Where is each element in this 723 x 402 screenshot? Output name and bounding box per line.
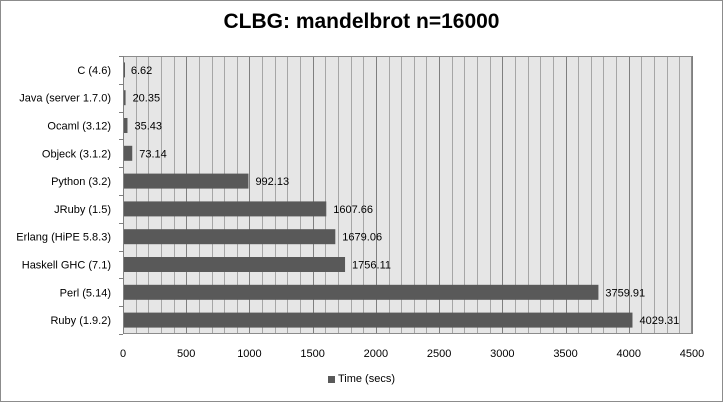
category-label: Haskell GHC (7.1): [22, 260, 111, 272]
x-tick-label: 1000: [237, 348, 261, 360]
x-tick-label: 1500: [300, 348, 324, 360]
data-label: 992.13: [255, 176, 289, 188]
x-tick-label: 3500: [553, 348, 577, 360]
legend: Time (secs): [0, 373, 723, 385]
category-label: Erlang (HiPE 5.8.3): [16, 232, 111, 244]
bar: [124, 257, 346, 272]
x-tick-label: 0: [120, 348, 126, 360]
bar: [124, 62, 125, 78]
category-label: Perl (5.14): [60, 287, 111, 299]
data-label: 6.62: [131, 65, 152, 77]
bar: [124, 201, 327, 217]
x-tick-label: 4500: [680, 348, 704, 360]
data-label: 1607.66: [333, 204, 373, 216]
category-label: Python (3.2): [51, 176, 111, 188]
x-tick-label: 4000: [617, 348, 641, 360]
bar: [124, 173, 249, 189]
x-tick-label: 500: [177, 348, 195, 360]
category-label: Ruby (1.9.2): [50, 315, 111, 327]
category-label: C (4.6): [77, 65, 111, 77]
category-label: JRuby (1.5): [54, 204, 111, 216]
legend-label: Time (secs): [337, 373, 396, 385]
data-label: 35.43: [134, 121, 162, 133]
data-label: 3759.91: [605, 287, 645, 299]
data-label: 1756.11: [352, 260, 391, 272]
x-tick-label: 2500: [427, 348, 451, 360]
legend-swatch: [327, 375, 335, 383]
data-label: 73.14: [139, 148, 167, 160]
data-label: 20.35: [133, 93, 161, 105]
category-label: Java (server 1.7.0): [19, 93, 111, 105]
category-label: Ocaml (3.12): [47, 121, 111, 133]
bar: [124, 312, 633, 328]
chart-title: CLBG: mandelbrot n=16000: [223, 10, 500, 33]
bar: [124, 145, 133, 161]
bar: [124, 284, 599, 300]
data-label: 1679.06: [342, 232, 382, 244]
bar: [124, 118, 128, 133]
x-tick-label: 2000: [364, 348, 388, 360]
x-tick-label: 3000: [490, 348, 514, 360]
data-label: 4029.31: [639, 315, 679, 327]
bar: [124, 229, 336, 245]
bar: [124, 90, 126, 106]
category-label: Objeck (3.1.2): [42, 148, 111, 160]
